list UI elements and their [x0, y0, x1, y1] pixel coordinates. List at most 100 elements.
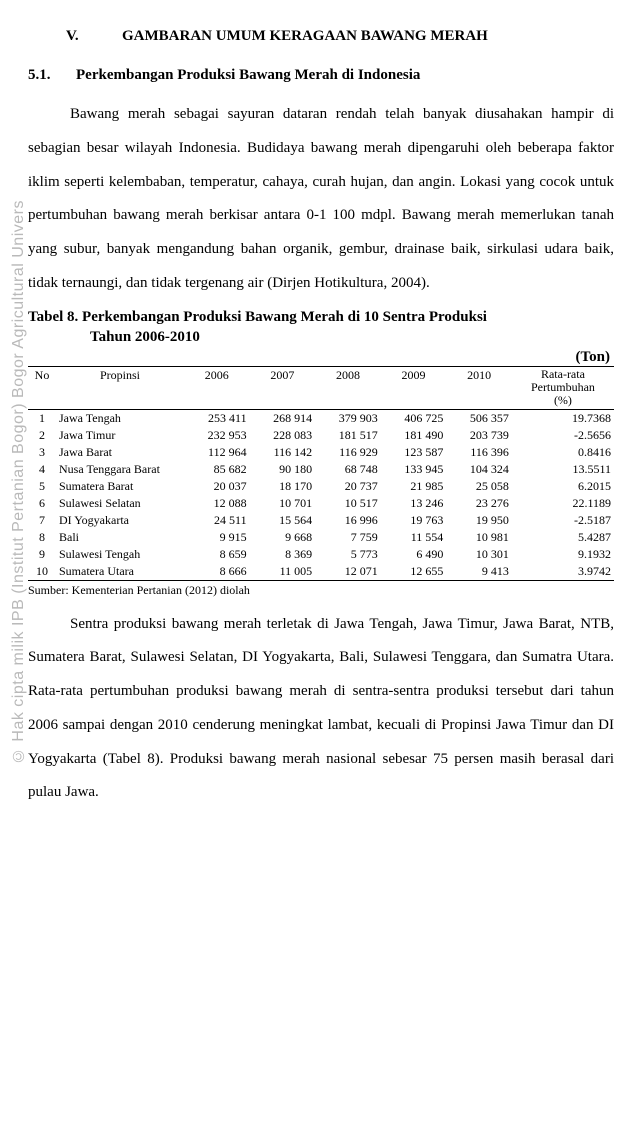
table-row: 7DI Yogyakarta24 51115 56416 99619 76319… [28, 512, 614, 529]
cell-propinsi: Sulawesi Selatan [56, 495, 184, 512]
cell-2010: 9 413 [446, 563, 512, 581]
col-2007: 2007 [250, 367, 316, 410]
col-growth-l1: Rata-rata [541, 367, 585, 381]
cell-2007: 116 142 [250, 444, 316, 461]
cell-2007: 8 369 [250, 546, 316, 563]
cell-2007: 15 564 [250, 512, 316, 529]
cell-2009: 11 554 [381, 529, 447, 546]
table-row: 3Jawa Barat112 964116 142116 929123 5871… [28, 444, 614, 461]
cell-2007: 10 701 [250, 495, 316, 512]
col-growth-l3: (%) [554, 393, 572, 407]
cell-2006: 20 037 [184, 478, 250, 495]
table-caption: Tabel 8. Perkembangan Produksi Bawang Me… [28, 307, 614, 348]
cell-2010: 203 739 [446, 427, 512, 444]
cell-2010: 23 276 [446, 495, 512, 512]
cell-no: 1 [28, 409, 56, 427]
cell-2009: 12 655 [381, 563, 447, 581]
table-header-row: No Propinsi 2006 2007 2008 2009 2010 Rat… [28, 367, 614, 410]
cell-2010: 10 301 [446, 546, 512, 563]
table-row: 4Nusa Tenggara Barat85 68290 18068 74813… [28, 461, 614, 478]
cell-2007: 18 170 [250, 478, 316, 495]
cell-growth: 0.8416 [512, 444, 614, 461]
cell-2010: 116 396 [446, 444, 512, 461]
col-propinsi: Propinsi [56, 367, 184, 410]
cell-growth: 9.1932 [512, 546, 614, 563]
chapter-heading: V. GAMBARAN UMUM KERAGAAN BAWANG MERAH [66, 28, 614, 45]
cell-2006: 8 666 [184, 563, 250, 581]
cell-2008: 7 759 [315, 529, 381, 546]
cell-propinsi: Jawa Timur [56, 427, 184, 444]
cell-2008: 181 517 [315, 427, 381, 444]
cell-growth: -2.5656 [512, 427, 614, 444]
cell-2009: 21 985 [381, 478, 447, 495]
cell-2008: 5 773 [315, 546, 381, 563]
cell-2006: 8 659 [184, 546, 250, 563]
cell-2007: 268 914 [250, 409, 316, 427]
production-table: No Propinsi 2006 2007 2008 2009 2010 Rat… [28, 366, 614, 581]
section-heading: 5.1. Perkembangan Produksi Bawang Merah … [28, 67, 614, 84]
cell-growth: 6.2015 [512, 478, 614, 495]
cell-2008: 379 903 [315, 409, 381, 427]
cell-2006: 112 964 [184, 444, 250, 461]
cell-2009: 133 945 [381, 461, 447, 478]
chapter-title: GAMBARAN UMUM KERAGAAN BAWANG MERAH [122, 28, 488, 45]
table-row: 9Sulawesi Tengah8 6598 3695 7736 49010 3… [28, 546, 614, 563]
cell-no: 3 [28, 444, 56, 461]
cell-propinsi: Sulawesi Tengah [56, 546, 184, 563]
cell-2006: 232 953 [184, 427, 250, 444]
cell-growth: 22.1189 [512, 495, 614, 512]
table-row: 10Sumatera Utara8 66611 00512 07112 6559… [28, 563, 614, 581]
cell-propinsi: Bali [56, 529, 184, 546]
cell-no: 7 [28, 512, 56, 529]
cell-2010: 104 324 [446, 461, 512, 478]
table-label: Tabel 8. [28, 309, 78, 325]
cell-no: 5 [28, 478, 56, 495]
col-2009: 2009 [381, 367, 447, 410]
cell-2006: 24 511 [184, 512, 250, 529]
cell-2007: 90 180 [250, 461, 316, 478]
col-2008: 2008 [315, 367, 381, 410]
cell-2006: 85 682 [184, 461, 250, 478]
cell-2008: 10 517 [315, 495, 381, 512]
cell-propinsi: Jawa Tengah [56, 409, 184, 427]
cell-no: 8 [28, 529, 56, 546]
cell-2009: 406 725 [381, 409, 447, 427]
cell-growth: 19.7368 [512, 409, 614, 427]
cell-2007: 11 005 [250, 563, 316, 581]
cell-2008: 16 996 [315, 512, 381, 529]
table-row: 6Sulawesi Selatan12 08810 70110 51713 24… [28, 495, 614, 512]
cell-2009: 13 246 [381, 495, 447, 512]
table-source: Sumber: Kementerian Pertanian (2012) dio… [28, 583, 614, 598]
col-no: No [28, 367, 56, 410]
col-2010: 2010 [446, 367, 512, 410]
cell-2006: 9 915 [184, 529, 250, 546]
cell-propinsi: Nusa Tenggara Barat [56, 461, 184, 478]
cell-growth: 13.5511 [512, 461, 614, 478]
cell-no: 6 [28, 495, 56, 512]
table-row: 1Jawa Tengah253 411268 914379 903406 725… [28, 409, 614, 427]
cell-2008: 20 737 [315, 478, 381, 495]
cell-2009: 181 490 [381, 427, 447, 444]
section-number: 5.1. [28, 67, 76, 84]
cell-growth: -2.5187 [512, 512, 614, 529]
cell-2009: 123 587 [381, 444, 447, 461]
section-title: Perkembangan Produksi Bawang Merah di In… [76, 67, 420, 84]
chapter-number: V. [66, 28, 122, 45]
table-unit: (Ton) [28, 349, 610, 366]
cell-propinsi: Jawa Barat [56, 444, 184, 461]
cell-2010: 19 950 [446, 512, 512, 529]
cell-2008: 116 929 [315, 444, 381, 461]
table-row: 5Sumatera Barat20 03718 17020 73721 9852… [28, 478, 614, 495]
cell-2007: 228 083 [250, 427, 316, 444]
paragraph-1: Bawang merah sebagai sayuran dataran ren… [28, 98, 614, 301]
col-growth-l2: Pertumbuhan [531, 380, 595, 394]
cell-2009: 6 490 [381, 546, 447, 563]
col-growth: Rata-rata Pertumbuhan (%) [512, 367, 614, 410]
cell-growth: 3.9742 [512, 563, 614, 581]
table-row: 2Jawa Timur232 953228 083181 517181 4902… [28, 427, 614, 444]
cell-propinsi: DI Yogyakarta [56, 512, 184, 529]
col-2006: 2006 [184, 367, 250, 410]
cell-2008: 12 071 [315, 563, 381, 581]
cell-no: 4 [28, 461, 56, 478]
cell-propinsi: Sumatera Barat [56, 478, 184, 495]
